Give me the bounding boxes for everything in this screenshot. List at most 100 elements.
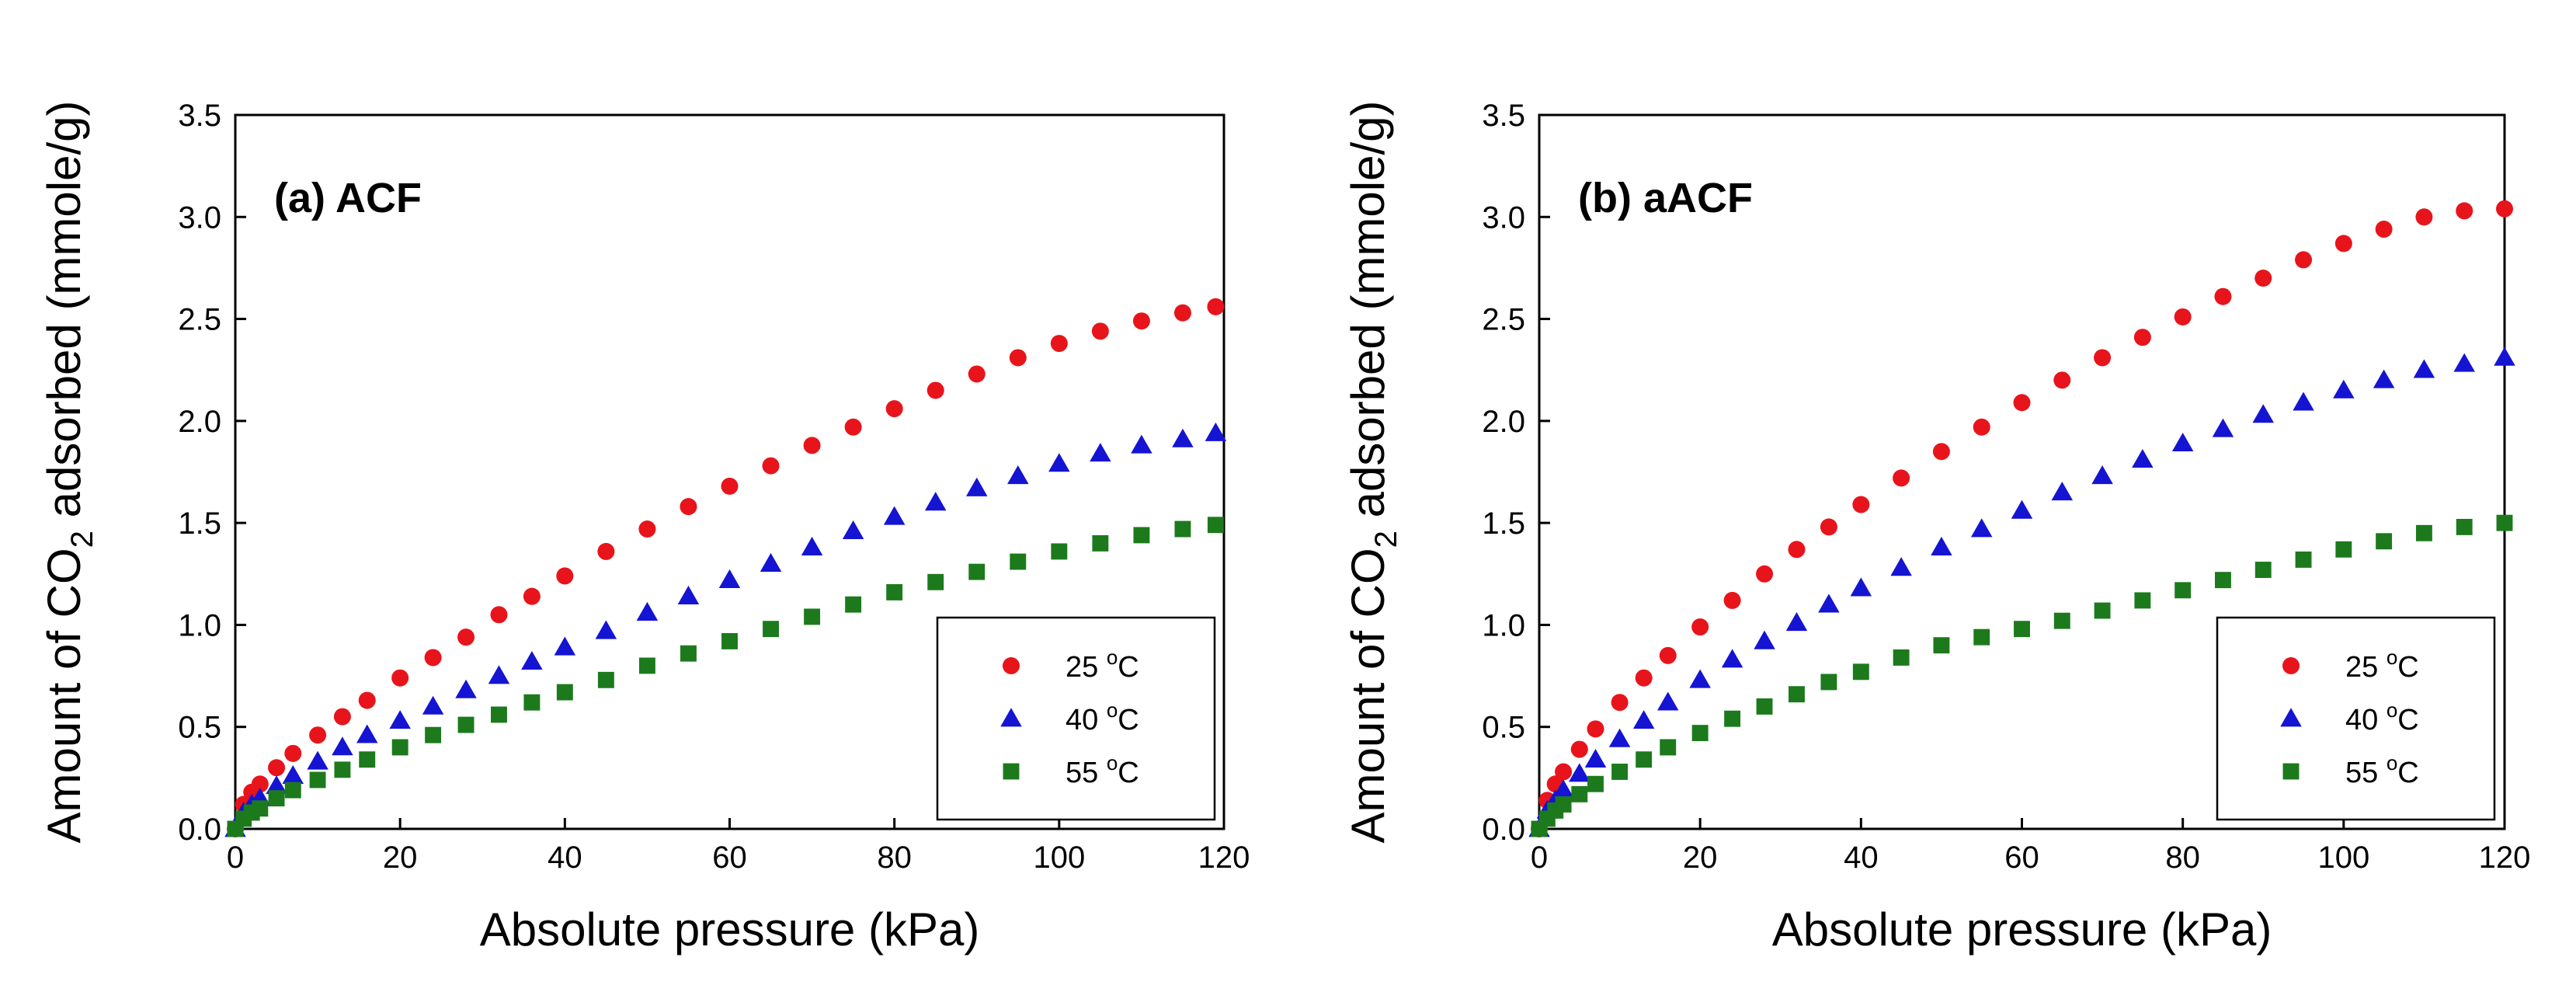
data-point <box>924 492 947 511</box>
chart-panel-b: 0 20 40 60 80 100 120 0.0 0.5 1.0 1.5 2.0 2.5 3.0 3.5 A… <box>1342 99 2530 956</box>
y-axis-title-prefix: Amount of CO <box>1342 548 1394 843</box>
data-point <box>2456 202 2473 220</box>
data-point <box>1555 763 1573 781</box>
legend-degree: o <box>1107 751 1118 775</box>
data-point <box>491 706 507 723</box>
y-axis-title-prefix: Amount of CO <box>38 548 90 843</box>
data-point <box>2214 287 2232 305</box>
data-point <box>638 657 655 674</box>
data-point <box>309 726 327 744</box>
data-point <box>422 695 444 715</box>
legend-box <box>2216 616 2496 821</box>
data-point <box>1092 534 1109 552</box>
data-point <box>804 608 821 625</box>
data-point <box>1893 469 1910 487</box>
data-point <box>2373 369 2395 388</box>
legend-degree: o <box>1107 646 1118 669</box>
legend-marker <box>2282 657 2300 674</box>
data-point <box>358 691 376 709</box>
data-point <box>883 506 906 525</box>
data-point <box>1050 335 1068 353</box>
data-point <box>332 736 353 756</box>
data-point <box>391 739 408 756</box>
data-point <box>1973 628 1990 646</box>
y-axis-title-suffix: adsorbed (mmole/g) <box>1342 101 1394 531</box>
data-point <box>2295 551 2312 568</box>
data-point <box>1048 453 1070 472</box>
legend-label: 55 oC <box>2345 751 2419 789</box>
series-25C <box>1531 200 2513 837</box>
data-point <box>455 679 477 698</box>
data-point <box>1635 669 1653 687</box>
data-point <box>721 632 738 649</box>
data-point <box>803 437 821 454</box>
data-point <box>2011 500 2033 519</box>
data-point <box>425 726 442 743</box>
data-point <box>2013 394 2031 412</box>
y-tick-label: 1.5 <box>178 506 221 541</box>
x-tick-label: 40 <box>1844 841 1879 875</box>
data-point <box>1973 418 1990 436</box>
legend-value: 40 <box>1066 704 1107 736</box>
y-tick-label: 2.5 <box>178 303 221 337</box>
data-point <box>359 751 376 768</box>
x-tick-label: 100 <box>1033 841 1085 875</box>
data-point <box>2174 308 2192 325</box>
data-point <box>763 621 779 638</box>
legend-label: 55 oC <box>1066 751 1139 789</box>
data-point <box>2051 482 2074 501</box>
y-tick-label: 2.0 <box>178 405 221 439</box>
y-tick-label: 2.0 <box>1482 405 1525 439</box>
data-point <box>391 669 409 687</box>
data-point <box>2132 448 2154 468</box>
data-point <box>252 800 269 817</box>
data-point <box>1131 434 1152 454</box>
data-point <box>1756 698 1773 715</box>
x-tick-label: 80 <box>2165 841 2200 875</box>
data-point <box>1587 775 1604 792</box>
legend-value: 25 <box>2345 651 2387 684</box>
legend-degree: o <box>1107 698 1118 722</box>
y-tick-label: 3.5 <box>1482 99 1525 133</box>
data-point <box>2333 379 2355 399</box>
y-tick-label: 0.5 <box>1482 711 1525 745</box>
y-tick-label: 3.0 <box>1482 200 1525 235</box>
y-tick-label: 1.5 <box>1482 506 1525 541</box>
data-point <box>1659 646 1677 664</box>
data-point <box>268 759 286 777</box>
legend-marker <box>1000 708 1022 727</box>
data-point <box>968 365 986 383</box>
x-tick-label: 40 <box>548 841 582 875</box>
y-axis-title-subscript: 2 <box>1369 531 1403 548</box>
data-point <box>1174 520 1191 538</box>
x-tick-label: 20 <box>383 841 418 875</box>
data-point <box>597 542 615 560</box>
data-point <box>1820 674 1837 691</box>
data-point <box>1754 630 1775 649</box>
data-point <box>677 585 700 604</box>
data-point <box>1091 322 1109 340</box>
x-tick-label: 60 <box>712 841 747 875</box>
data-point <box>424 649 442 667</box>
data-point <box>389 710 411 729</box>
data-point <box>1571 785 1588 802</box>
data-point <box>886 583 903 600</box>
data-point <box>1051 543 1068 560</box>
data-point <box>1636 751 1653 768</box>
legend-value: 55 <box>2345 757 2387 789</box>
data-point <box>284 744 302 762</box>
data-point <box>885 400 903 418</box>
data-point <box>1756 565 1774 583</box>
x-tick-label: 0 <box>227 841 244 875</box>
legend-marker <box>2282 763 2300 780</box>
data-point <box>2171 432 2194 452</box>
legend-label: 40 oC <box>2345 698 2419 736</box>
legend-marker <box>2280 708 2302 727</box>
data-point <box>968 563 986 580</box>
data-point <box>356 724 378 743</box>
legend-unit: C <box>1118 757 1139 789</box>
data-point <box>597 671 614 688</box>
data-point <box>2174 582 2192 599</box>
data-point <box>490 606 508 624</box>
data-point <box>1587 720 1604 738</box>
